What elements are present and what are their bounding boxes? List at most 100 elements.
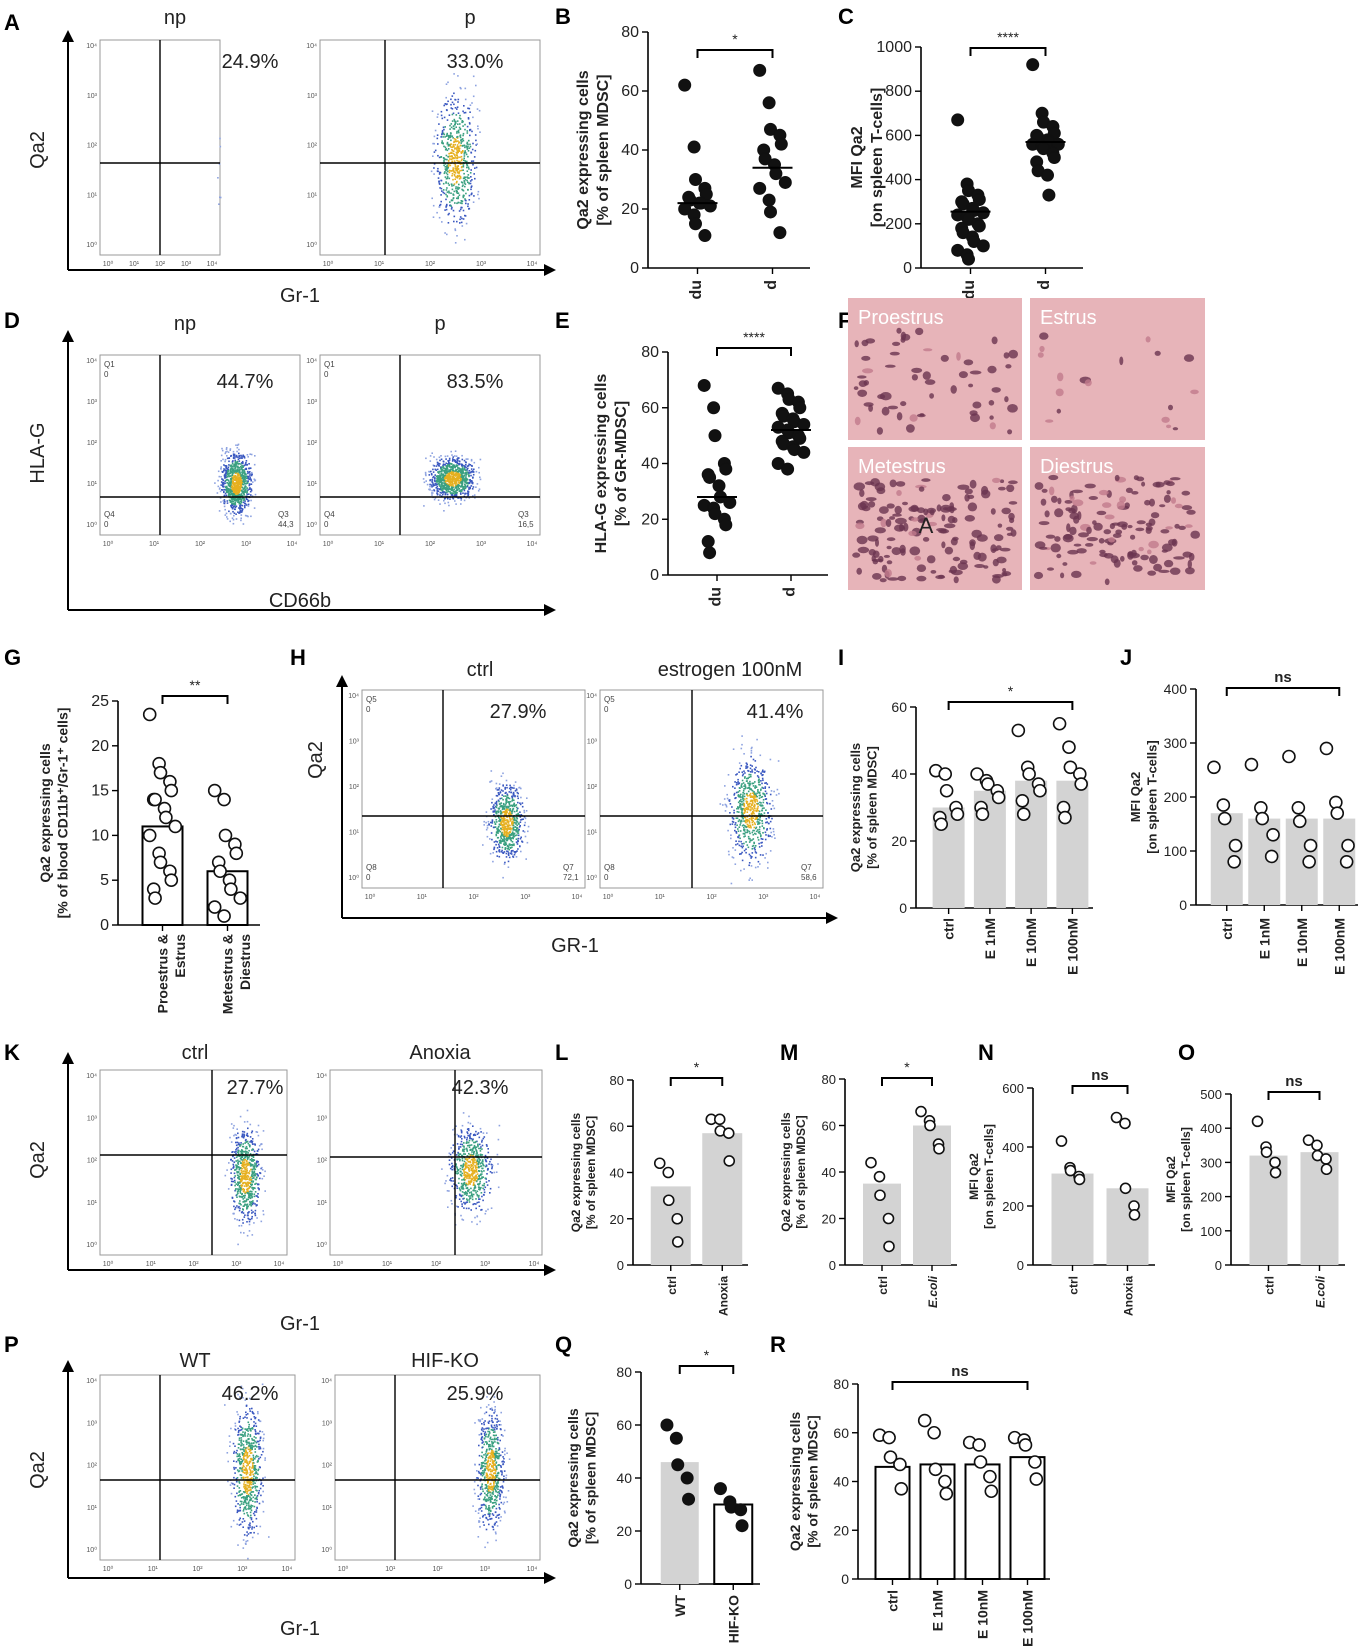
event-dot — [261, 1177, 264, 1180]
event-dot — [514, 826, 516, 828]
event-dot — [241, 1130, 244, 1133]
event-dot — [738, 762, 741, 764]
event-dot — [466, 176, 469, 178]
event-dot — [501, 808, 504, 811]
event-dot — [761, 795, 764, 798]
event-dot — [741, 810, 743, 812]
event-dot — [479, 1187, 481, 1190]
event-dot — [468, 1168, 470, 1171]
event-dot — [450, 494, 453, 496]
event-dot — [752, 820, 755, 822]
event-dot — [751, 782, 753, 785]
event-dot — [739, 800, 741, 802]
event-dot — [238, 455, 241, 458]
event-dot — [514, 819, 516, 822]
event-dot — [457, 479, 459, 482]
event-dot — [748, 841, 751, 843]
event-dot — [455, 455, 458, 457]
event-dot — [496, 789, 499, 791]
event-dot — [501, 832, 503, 834]
event-dot — [495, 819, 498, 821]
y-tick-label: 10² — [307, 440, 318, 447]
event-dot — [501, 817, 503, 819]
event-dot — [237, 511, 239, 513]
event-dot — [244, 463, 247, 466]
event-dot — [768, 822, 770, 825]
event-dot — [754, 781, 756, 783]
event-dot — [433, 475, 435, 478]
event-dot — [751, 796, 754, 798]
event-dot — [224, 458, 227, 461]
event-dot — [227, 484, 230, 486]
event-dot — [505, 812, 507, 815]
event-dot — [757, 822, 760, 824]
event-dot — [766, 821, 768, 823]
event-dot — [230, 1158, 232, 1161]
event-dot — [471, 1149, 474, 1152]
event-dot — [761, 777, 764, 780]
event-dot — [453, 220, 455, 223]
event-dot — [457, 98, 460, 101]
event-dot — [440, 481, 442, 483]
event-dot — [511, 818, 514, 820]
event-dot — [470, 151, 472, 154]
event-dot — [454, 229, 457, 232]
event-dot — [759, 794, 761, 796]
event-dot — [248, 1144, 251, 1146]
event-dot — [246, 1207, 249, 1209]
event-dot — [460, 497, 463, 500]
event-dot — [241, 465, 243, 467]
event-dot — [469, 487, 471, 489]
event-dot — [461, 1154, 463, 1157]
event-dot — [479, 1159, 481, 1161]
event-dot — [725, 804, 728, 807]
y-tick-label: 10³ — [307, 399, 318, 406]
event-dot — [454, 123, 456, 126]
event-dot — [243, 499, 245, 502]
event-dot — [747, 782, 750, 785]
event-dot — [246, 1174, 249, 1177]
event-dot — [244, 473, 246, 475]
event-dot — [258, 1188, 260, 1191]
event-dot — [429, 460, 432, 462]
event-dot — [246, 1109, 249, 1112]
event-dot — [460, 474, 462, 477]
event-dot — [448, 136, 451, 139]
event-dot — [496, 831, 498, 834]
event-dot — [253, 463, 256, 466]
event-dot — [246, 1182, 248, 1184]
event-dot — [735, 782, 738, 784]
event-dot — [457, 196, 460, 198]
event-dot — [748, 773, 750, 776]
event-dot — [461, 486, 464, 488]
event-dot — [513, 832, 515, 835]
event-dot — [457, 151, 459, 154]
event-dot — [251, 1201, 253, 1204]
event-dot — [453, 138, 456, 140]
event-dot — [757, 802, 759, 805]
event-dot — [749, 792, 752, 795]
event-dot — [464, 481, 466, 483]
x-tick-label: 10³ — [476, 541, 487, 548]
event-dot — [443, 172, 446, 175]
event-dot — [727, 850, 730, 853]
event-dot — [249, 475, 251, 477]
event-dot — [503, 844, 506, 846]
event-dot — [466, 125, 469, 128]
event-dot — [436, 211, 438, 214]
event-dot — [248, 1218, 250, 1221]
event-dot — [228, 457, 230, 459]
event-dot — [227, 1188, 230, 1190]
event-dot — [503, 833, 505, 835]
event-dot — [431, 492, 434, 494]
event-dot — [497, 792, 500, 794]
event-dot — [457, 123, 459, 125]
event-dot — [451, 135, 454, 137]
event-dot — [462, 476, 464, 478]
event-dot — [452, 137, 454, 139]
event-dot — [429, 483, 431, 486]
event-dot — [465, 469, 467, 471]
event-dot — [237, 501, 239, 503]
event-dot — [506, 824, 509, 826]
event-dot — [466, 147, 469, 149]
